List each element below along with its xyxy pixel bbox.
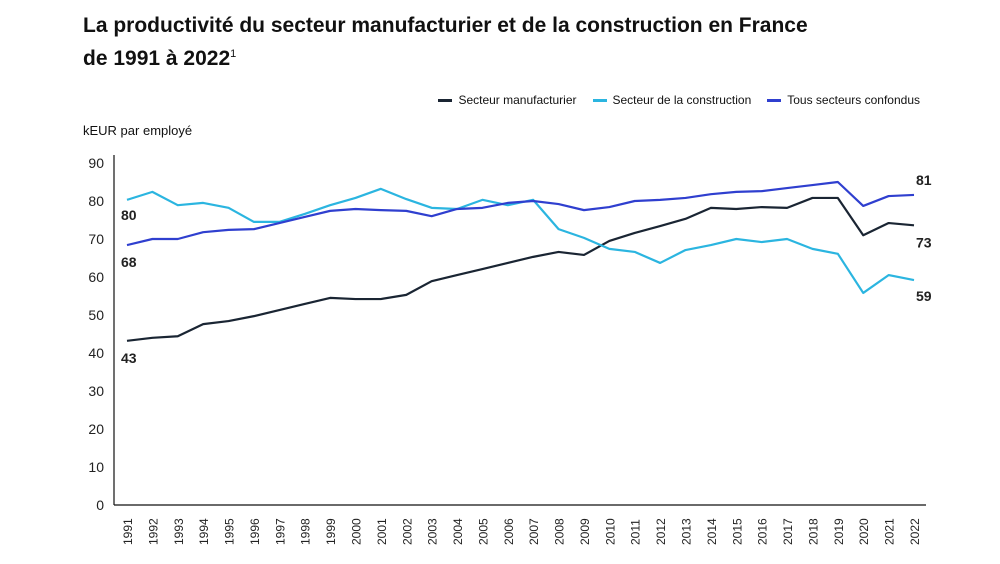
x-tick-label: 1996 bbox=[248, 518, 262, 545]
y-tick-label: 30 bbox=[88, 383, 104, 399]
x-tick-label: 1998 bbox=[299, 518, 313, 545]
x-tick-label: 2014 bbox=[705, 518, 719, 545]
start-data-label: 80 bbox=[121, 207, 137, 223]
x-tick-label: 1995 bbox=[223, 518, 237, 545]
x-tick-label: 2001 bbox=[375, 518, 389, 545]
series-line-0 bbox=[126, 196, 915, 342]
x-tick-label: 1999 bbox=[324, 518, 338, 545]
legend-swatch bbox=[438, 98, 453, 102]
x-tick-label: 2018 bbox=[806, 518, 820, 545]
title-line-1: La productivité du secteur manufacturier… bbox=[83, 14, 808, 37]
x-tick-label: 2012 bbox=[654, 518, 668, 545]
x-tick-label: 1992 bbox=[146, 518, 160, 545]
start-data-label: 68 bbox=[121, 254, 137, 270]
start-data-label: 43 bbox=[121, 350, 137, 366]
y-tick-label: 60 bbox=[88, 269, 104, 285]
end-data-label: 59 bbox=[916, 288, 932, 304]
legend-item-manufacturier: Secteur manufacturier bbox=[438, 93, 577, 107]
y-tick-label: 20 bbox=[88, 421, 104, 437]
x-tick-label: 2006 bbox=[502, 518, 516, 545]
y-tick-label: 70 bbox=[88, 231, 104, 247]
title-line-2: de 1991 à 2022 bbox=[83, 47, 231, 70]
x-tick-label: 2002 bbox=[400, 518, 414, 545]
x-tick-label: 1993 bbox=[172, 518, 186, 545]
y-tick-label: 80 bbox=[88, 193, 104, 209]
legend-label: Secteur manufacturier bbox=[458, 93, 577, 107]
x-tick-label: 2016 bbox=[756, 518, 770, 545]
legend-item-construction: Secteur de la construction bbox=[592, 93, 752, 107]
y-tick-label: 40 bbox=[88, 345, 104, 361]
x-tick-label: 2009 bbox=[578, 518, 592, 545]
x-tick-label: 1994 bbox=[197, 518, 211, 545]
x-tick-label: 2013 bbox=[680, 518, 694, 545]
x-tick-label: 2017 bbox=[781, 518, 795, 545]
x-tick-label: 2022 bbox=[908, 518, 922, 545]
x-tick-label: 2011 bbox=[629, 519, 643, 545]
footnote-marker: 1 bbox=[230, 48, 237, 60]
y-tick-label: 10 bbox=[88, 459, 104, 475]
end-data-label: 81 bbox=[916, 172, 932, 188]
x-tick-label: 1991 bbox=[121, 518, 135, 545]
y-tick-label: 50 bbox=[88, 307, 104, 323]
series-line-2 bbox=[126, 180, 915, 247]
x-tick-label: 2015 bbox=[730, 518, 744, 545]
legend-label: Secteur de la construction bbox=[612, 93, 752, 107]
y-tick-label: 90 bbox=[88, 155, 104, 171]
x-tick-label: 2008 bbox=[553, 518, 567, 545]
legend-item-tous: Tous secteurs confondus bbox=[767, 93, 920, 107]
x-tick-label: 2004 bbox=[451, 518, 465, 545]
chart-title: La productivité du secteur manufacturier… bbox=[83, 12, 943, 73]
x-tick-label: 1997 bbox=[273, 518, 287, 545]
x-tick-label: 2005 bbox=[476, 518, 490, 545]
x-tick-label: 2010 bbox=[603, 518, 617, 545]
x-tick-label: 2003 bbox=[426, 518, 440, 545]
legend-swatch bbox=[592, 98, 607, 102]
legend-swatch bbox=[767, 98, 782, 102]
x-tick-label: 2019 bbox=[832, 518, 846, 545]
legend-label: Tous secteurs confondus bbox=[787, 93, 920, 107]
x-tick-label: 2007 bbox=[527, 518, 541, 545]
x-tick-label: 2020 bbox=[857, 518, 871, 545]
y-axis-label: kEUR par employé bbox=[83, 123, 193, 138]
x-tick-label: 2021 bbox=[883, 518, 897, 545]
end-data-label: 73 bbox=[916, 234, 932, 250]
x-tick-label: 2000 bbox=[349, 518, 363, 545]
y-tick-label: 0 bbox=[96, 497, 104, 513]
legend: Secteur manufacturier Secteur de la cons… bbox=[438, 93, 920, 107]
